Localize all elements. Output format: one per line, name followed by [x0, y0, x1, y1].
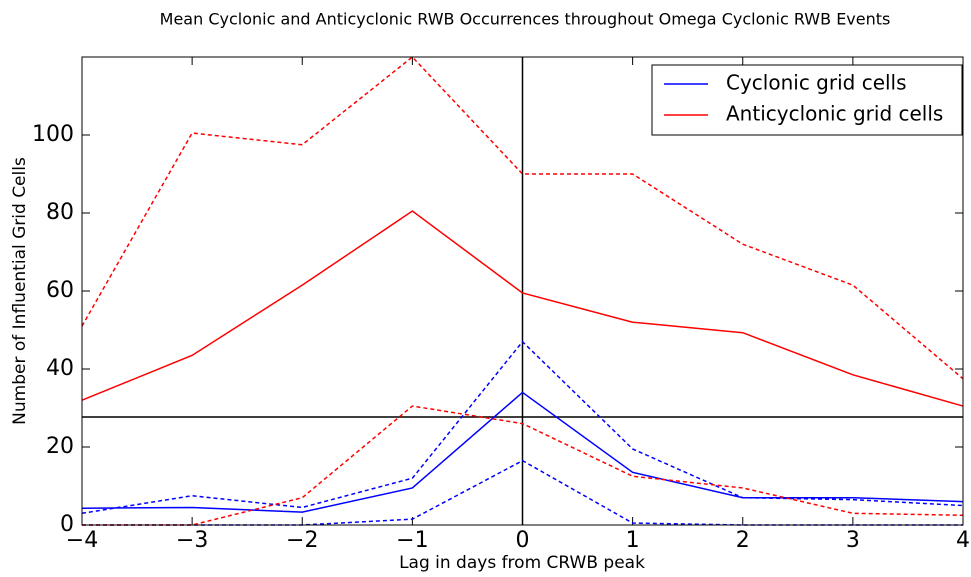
bound-line [81, 340, 964, 515]
x-tick-label: 2 [736, 528, 750, 553]
chart-title: Mean Cyclonic and Anticyclonic RWB Occur… [160, 10, 891, 29]
x-tick-label: 4 [956, 528, 970, 553]
x-tick-label: 3 [846, 528, 860, 553]
x-tick-label: 0 [516, 528, 530, 553]
x-tick-label: 1 [626, 528, 640, 553]
line [81, 210, 964, 407]
x-tick-label: −4 [66, 528, 98, 553]
x-tick-label: −1 [396, 528, 428, 553]
legend-box [651, 64, 963, 136]
x-tick-label: −3 [176, 528, 208, 553]
y-tick-label: 40 [46, 356, 74, 381]
x-axis-label: Lag in days from CRWB peak [399, 553, 645, 573]
x-tick-label: −2 [286, 528, 318, 553]
legend-label: Anticyclonic grid cells [726, 102, 943, 126]
y-tick-label: 60 [46, 278, 74, 303]
bound-line [81, 55, 964, 380]
bound-line [82, 405, 964, 526]
plot-frame [81, 56, 964, 526]
line [81, 391, 964, 513]
y-tick-label: 80 [46, 200, 74, 225]
y-axis-label: Number of Influential Grid Cells [10, 157, 30, 425]
y-tick-label: 20 [46, 434, 74, 459]
y-tick-label: 0 [60, 512, 74, 537]
legend-label: Cyclonic grid cells [726, 71, 907, 95]
y-tick-label: 100 [32, 122, 74, 147]
